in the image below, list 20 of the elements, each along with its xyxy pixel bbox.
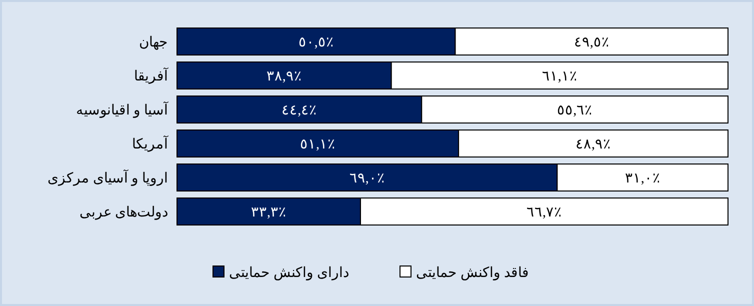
y-tick-label: آفریقا	[134, 66, 169, 84]
y-tick-label: جهان	[139, 36, 168, 50]
data-label: ٤٤,٤٪	[282, 104, 318, 118]
y-tick-label: آسیا و اقیانوسیه	[76, 100, 169, 118]
y-tick-label: دولت‌های عربی	[80, 206, 168, 220]
y-tick-label: آمریکا	[132, 134, 169, 152]
legend-label: فاقد واکنش حمایتی	[416, 266, 529, 281]
data-label: ٣٨,٩٪	[266, 70, 302, 84]
data-label: ٤٩,٥٪	[574, 36, 610, 50]
legend-label: دارای واکنش حمایتی	[229, 266, 349, 281]
data-label: ٥٥,٦٪	[557, 104, 593, 118]
data-label: ٥١,١٪	[300, 138, 336, 152]
data-label: ٦٩,٠٪	[349, 172, 385, 186]
data-label: ٦٦,٧٪	[526, 206, 562, 220]
data-label: ٣٣,٣٪	[250, 206, 286, 220]
data-label: ٦١,١٪	[542, 70, 578, 84]
y-tick-label: اروپا و آسیای مرکزی	[48, 168, 168, 186]
data-label: ٤٨,٩٪	[576, 138, 612, 152]
data-label: ٣١,٠٪	[624, 172, 660, 186]
data-label: ٥٠,٥٪	[298, 36, 334, 50]
